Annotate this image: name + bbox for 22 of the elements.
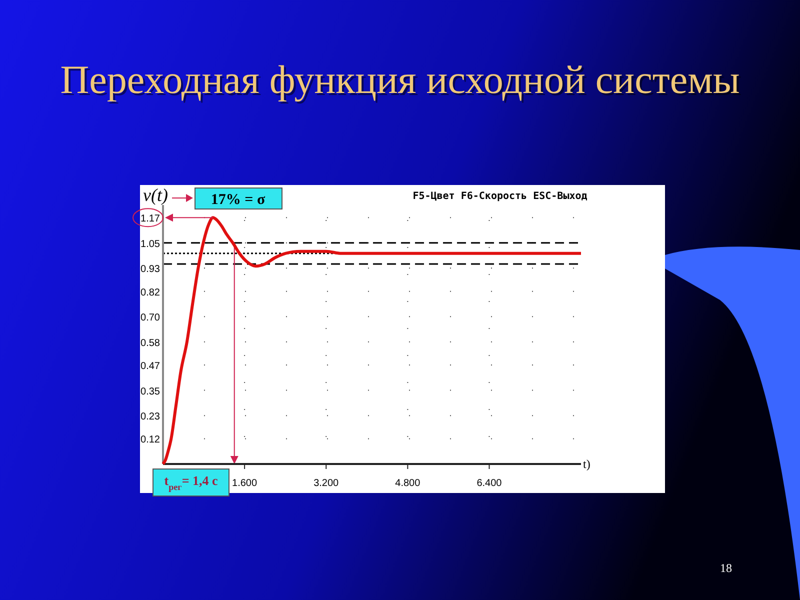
text: 18 bbox=[720, 561, 732, 575]
y-tick-label: 0.47 bbox=[140, 361, 160, 372]
ref-line-label: t$_{рег}$= 1,4 с bbox=[164, 473, 218, 492]
annotation: 17% = σ bbox=[210, 192, 266, 208]
x-tick-label: 4.800 bbox=[395, 478, 421, 489]
y-axis-title: v(t) bbox=[143, 185, 168, 205]
x-tick-label: 1.600 bbox=[232, 478, 258, 489]
y-tick-label: 0.35 bbox=[140, 386, 160, 398]
chart-subtitle: F5-Цвет F6-Скорость ESC-Выход bbox=[412, 191, 588, 202]
y-tick-label: 0.58 bbox=[140, 338, 160, 349]
y-tick-label: 0.12 bbox=[140, 434, 160, 446]
chart-title: Переходная функция исходной системы bbox=[62, 59, 742, 104]
x-tick-label: 6.400 bbox=[476, 478, 502, 489]
x-tick-label: 3.200 bbox=[314, 478, 340, 489]
y-tick-label: 0.93 bbox=[140, 264, 160, 276]
y-tick-label: 0.82 bbox=[140, 287, 160, 298]
y-tick-label: 0.70 bbox=[140, 312, 160, 324]
y-tick-label: 0.23 bbox=[140, 412, 160, 423]
x-axis-title: t) bbox=[583, 457, 590, 471]
y-tick-label: 1.17 bbox=[140, 214, 160, 225]
y-tick-label: 1.05 bbox=[140, 238, 160, 250]
line-series bbox=[162, 216, 582, 466]
